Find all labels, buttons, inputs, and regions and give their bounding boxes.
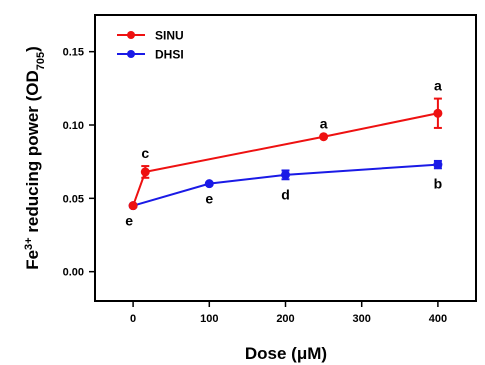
legend-label-dhsi: DHSI [155, 48, 184, 62]
axis-ticks: 0 100 200 300 400 0.00 0.05 0.10 0.15 [63, 47, 448, 325]
data-point [140, 167, 150, 177]
legend-marker-sinu [127, 31, 135, 39]
y-tick-label: 0.00 [63, 267, 84, 279]
series-line-dhsi [132, 163, 438, 207]
x-tick-label: 400 [429, 313, 447, 325]
significance-letter: e [125, 213, 133, 229]
legend: SINU DHSI [117, 29, 184, 62]
legend-label-sinu: SINU [155, 29, 184, 43]
significance-letter: b [434, 175, 443, 191]
x-tick-label: 200 [276, 313, 294, 325]
y-tick-label: 0.15 [63, 47, 84, 59]
series-layer [128, 97, 443, 211]
series-dhsi [128, 159, 443, 211]
data-point [433, 108, 443, 118]
data-point [433, 160, 443, 170]
significance-letter: e [205, 191, 213, 207]
significance-letter: d [281, 186, 290, 202]
x-axis-title: Dose (μM) [245, 344, 327, 363]
data-point [204, 179, 214, 189]
plot-frame [94, 14, 477, 302]
data-point [319, 132, 329, 142]
significance-letters: e e d b c a a [125, 78, 442, 229]
x-tick-label: 0 [130, 313, 136, 325]
significance-letter: c [141, 145, 149, 161]
significance-letter: a [434, 78, 442, 94]
x-tick-label: 300 [353, 313, 371, 325]
legend-marker-dhsi [127, 50, 135, 58]
data-point [128, 201, 138, 211]
x-tick-label: 100 [200, 313, 218, 325]
series-line-sinu [132, 112, 439, 207]
series-sinu [128, 97, 443, 211]
y-axis-title: Fe3+ reducing power (OD705) [23, 46, 47, 270]
significance-letter: a [320, 116, 328, 132]
y-tick-label: 0.10 [63, 120, 84, 132]
y-tick-label: 0.05 [63, 193, 84, 205]
data-point [281, 170, 290, 180]
